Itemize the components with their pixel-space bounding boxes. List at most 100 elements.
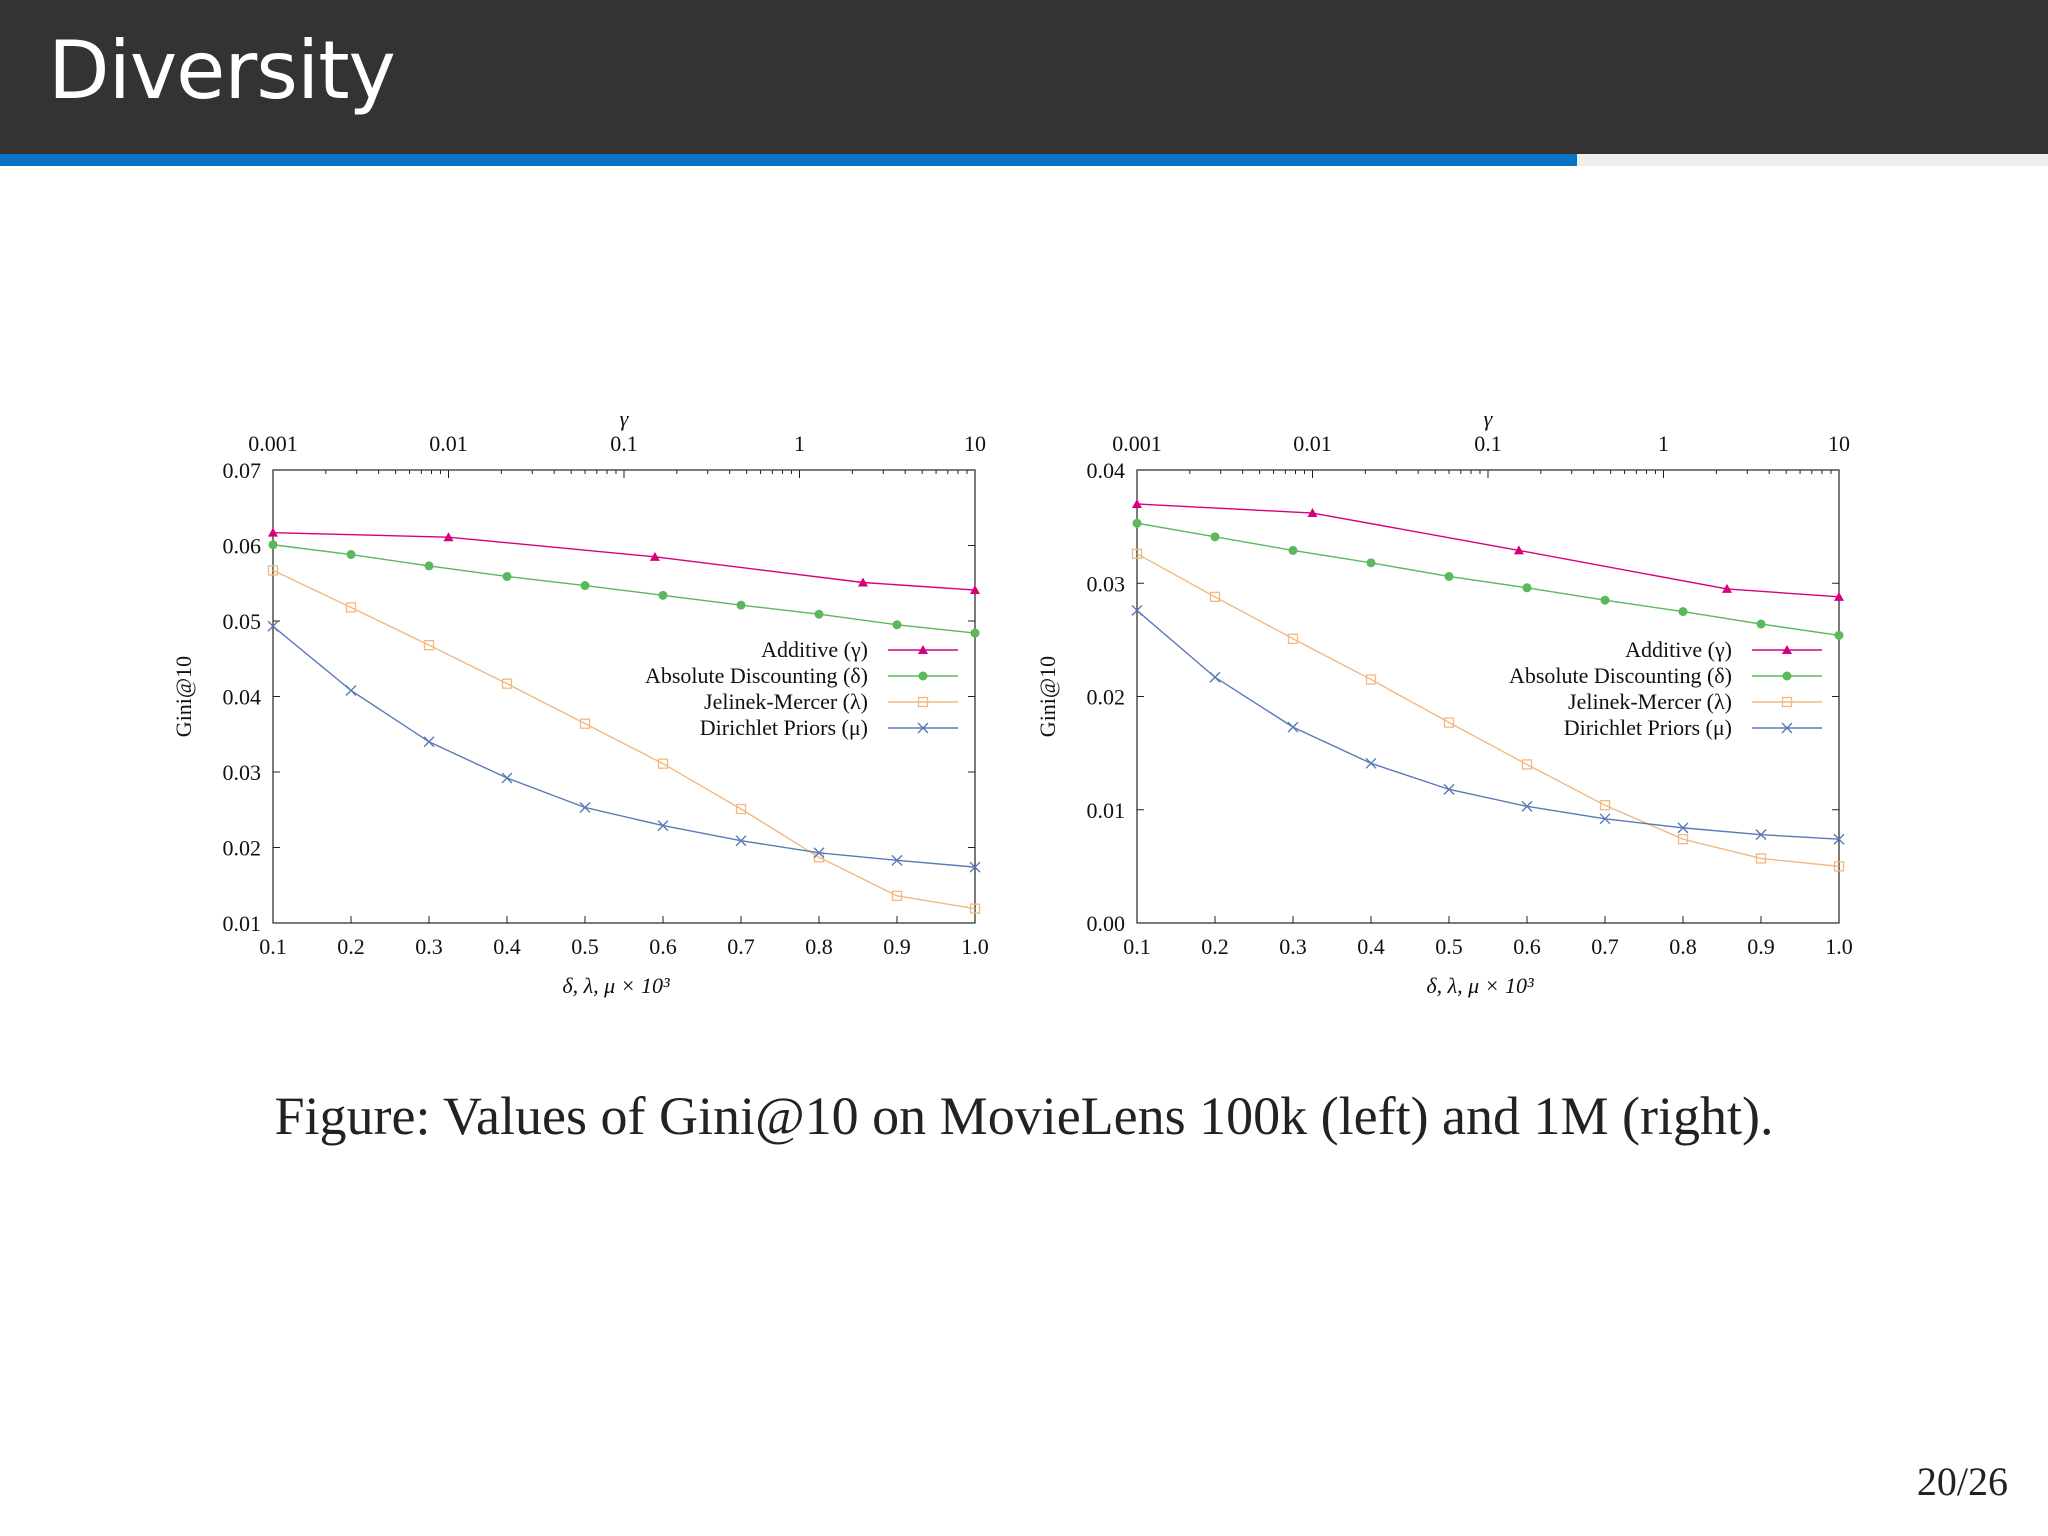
data-point-absolute (1834, 630, 1844, 640)
top-tick-label: 10 (1828, 431, 1850, 456)
data-point-absolute (658, 590, 668, 600)
y-axis-label: Gini@10 (1035, 656, 1060, 737)
page-number: 20/26 (1916, 1459, 2008, 1504)
legend-label-dirichlet: Dirichlet Priors (μ) (1564, 715, 1732, 740)
x-tick-label: 0.4 (493, 934, 521, 959)
series-jelinek (267, 565, 981, 914)
data-point-dirichlet (1677, 822, 1689, 834)
y-tick-label: 0.03 (1087, 571, 1126, 596)
top-axis-label: γ (620, 406, 630, 431)
data-point-jelinek (1209, 591, 1221, 602)
data-point-dirichlet (423, 736, 435, 748)
top-tick-label: 1 (1658, 431, 1669, 456)
data-point-absolute (1600, 595, 1610, 605)
data-point-dirichlet (657, 820, 669, 832)
legend-label-absolute: Absolute Discounting (δ) (1509, 663, 1732, 688)
x-tick-label: 0.9 (1747, 934, 1775, 959)
series-dirichlet (267, 620, 981, 873)
series-line-absolute (272, 544, 976, 634)
y-tick-label: 0.04 (223, 685, 262, 710)
chart-movielens-100k: 0.1 0.2 0.3 0.4 0.5 0.6 0.7 0.8 0.9 1.0 0.01 0.02 0.… (171, 406, 989, 998)
data-point-dirichlet (1209, 671, 1221, 683)
series-line-dirichlet (1136, 609, 1840, 840)
y-tick-label: 0.05 (223, 609, 262, 634)
x-tick-label: 0.3 (415, 934, 443, 959)
data-point-additive (649, 551, 660, 561)
data-point-additive (1307, 508, 1318, 518)
data-point-absolute (346, 550, 356, 560)
x-tick-label: 0.2 (337, 934, 365, 959)
data-point-dirichlet (1599, 813, 1611, 825)
data-point-jelinek (267, 565, 279, 576)
data-point-jelinek (1599, 800, 1611, 811)
x-tick-label: 0.3 (1279, 934, 1307, 959)
data-point-jelinek (1443, 717, 1455, 728)
legend-marker-absolute (1782, 671, 1792, 681)
data-point-jelinek (579, 718, 591, 729)
x-axis-label: δ, λ, μ × 10³ (562, 973, 670, 998)
data-point-dirichlet (501, 772, 513, 784)
data-point-dirichlet (345, 684, 357, 696)
legend-label-jelinek: Jelinek-Mercer (λ) (704, 689, 868, 714)
data-point-absolute (1522, 583, 1532, 593)
data-point-jelinek (735, 803, 747, 815)
series-jelinek (1131, 548, 1845, 872)
legend: Additive (γ)Absolute Discounting (δ)Jeli… (645, 637, 958, 740)
data-point-jelinek (1365, 674, 1377, 685)
y-tick-label: 0.04 (1087, 458, 1126, 483)
top-tick-label: 1 (794, 431, 805, 456)
legend-marker-dirichlet (1781, 722, 1793, 734)
legend-marker-jelinek (917, 696, 929, 708)
data-point-additive (1721, 583, 1732, 593)
data-point-dirichlet (813, 847, 825, 859)
data-point-additive (1132, 498, 1142, 508)
data-point-absolute (1210, 532, 1220, 542)
data-point-jelinek (1677, 834, 1689, 845)
data-point-jelinek (657, 758, 669, 769)
x-tick-label: 1.0 (961, 934, 989, 959)
data-point-jelinek (891, 890, 903, 901)
series-additive (268, 527, 980, 595)
data-point-absolute (268, 540, 278, 550)
y-tick-label: 0.00 (1087, 911, 1126, 936)
x-tick-label: 0.7 (727, 934, 755, 959)
data-point-additive (857, 577, 868, 587)
y-tick-label: 0.06 (223, 534, 262, 559)
data-point-absolute (1366, 558, 1376, 568)
top-tick-label: 0.001 (248, 431, 298, 456)
figure-caption: Figure: Values of Gini@10 on MovieLens 1… (274, 1086, 1774, 1146)
legend-marker-additive (918, 645, 928, 654)
legend: Additive (γ)Absolute Discounting (δ)Jeli… (1509, 637, 1822, 740)
data-point-jelinek (969, 903, 981, 914)
legend-label-additive: Additive (γ) (761, 637, 868, 662)
x-axis-label: δ, λ, μ × 10³ (1426, 973, 1534, 998)
series-absolute (1132, 518, 1844, 640)
y-axis-label: Gini@10 (171, 656, 196, 737)
data-point-jelinek (423, 640, 435, 651)
series-line-absolute (1136, 522, 1840, 637)
top-tick-label: 0.1 (610, 431, 638, 456)
data-point-dirichlet (1443, 783, 1455, 795)
data-point-dirichlet (969, 861, 981, 873)
data-point-additive (443, 532, 454, 542)
y-tick-label: 0.01 (1087, 798, 1126, 823)
legend-marker-dirichlet (917, 722, 929, 734)
data-point-dirichlet (735, 835, 747, 847)
legend-label-additive: Additive (γ) (1625, 637, 1732, 662)
data-point-absolute (736, 600, 746, 610)
data-point-additive (970, 585, 980, 595)
series-line-additive (1136, 503, 1840, 598)
x-tick-label: 0.9 (883, 934, 911, 959)
data-point-additive (1834, 591, 1844, 601)
x-tick-label: 0.8 (805, 934, 833, 959)
plot-frame (272, 469, 976, 924)
legend-marker-absolute (918, 671, 928, 681)
x-tick-label: 0.1 (259, 934, 287, 959)
data-point-absolute (970, 628, 980, 638)
legend-marker-additive (1782, 645, 1792, 654)
legend-marker-jelinek (1781, 696, 1793, 708)
y-tick-label: 0.02 (1087, 685, 1126, 710)
data-point-absolute (892, 620, 902, 630)
data-point-additive (268, 527, 278, 537)
series-dirichlet (1131, 604, 1845, 845)
